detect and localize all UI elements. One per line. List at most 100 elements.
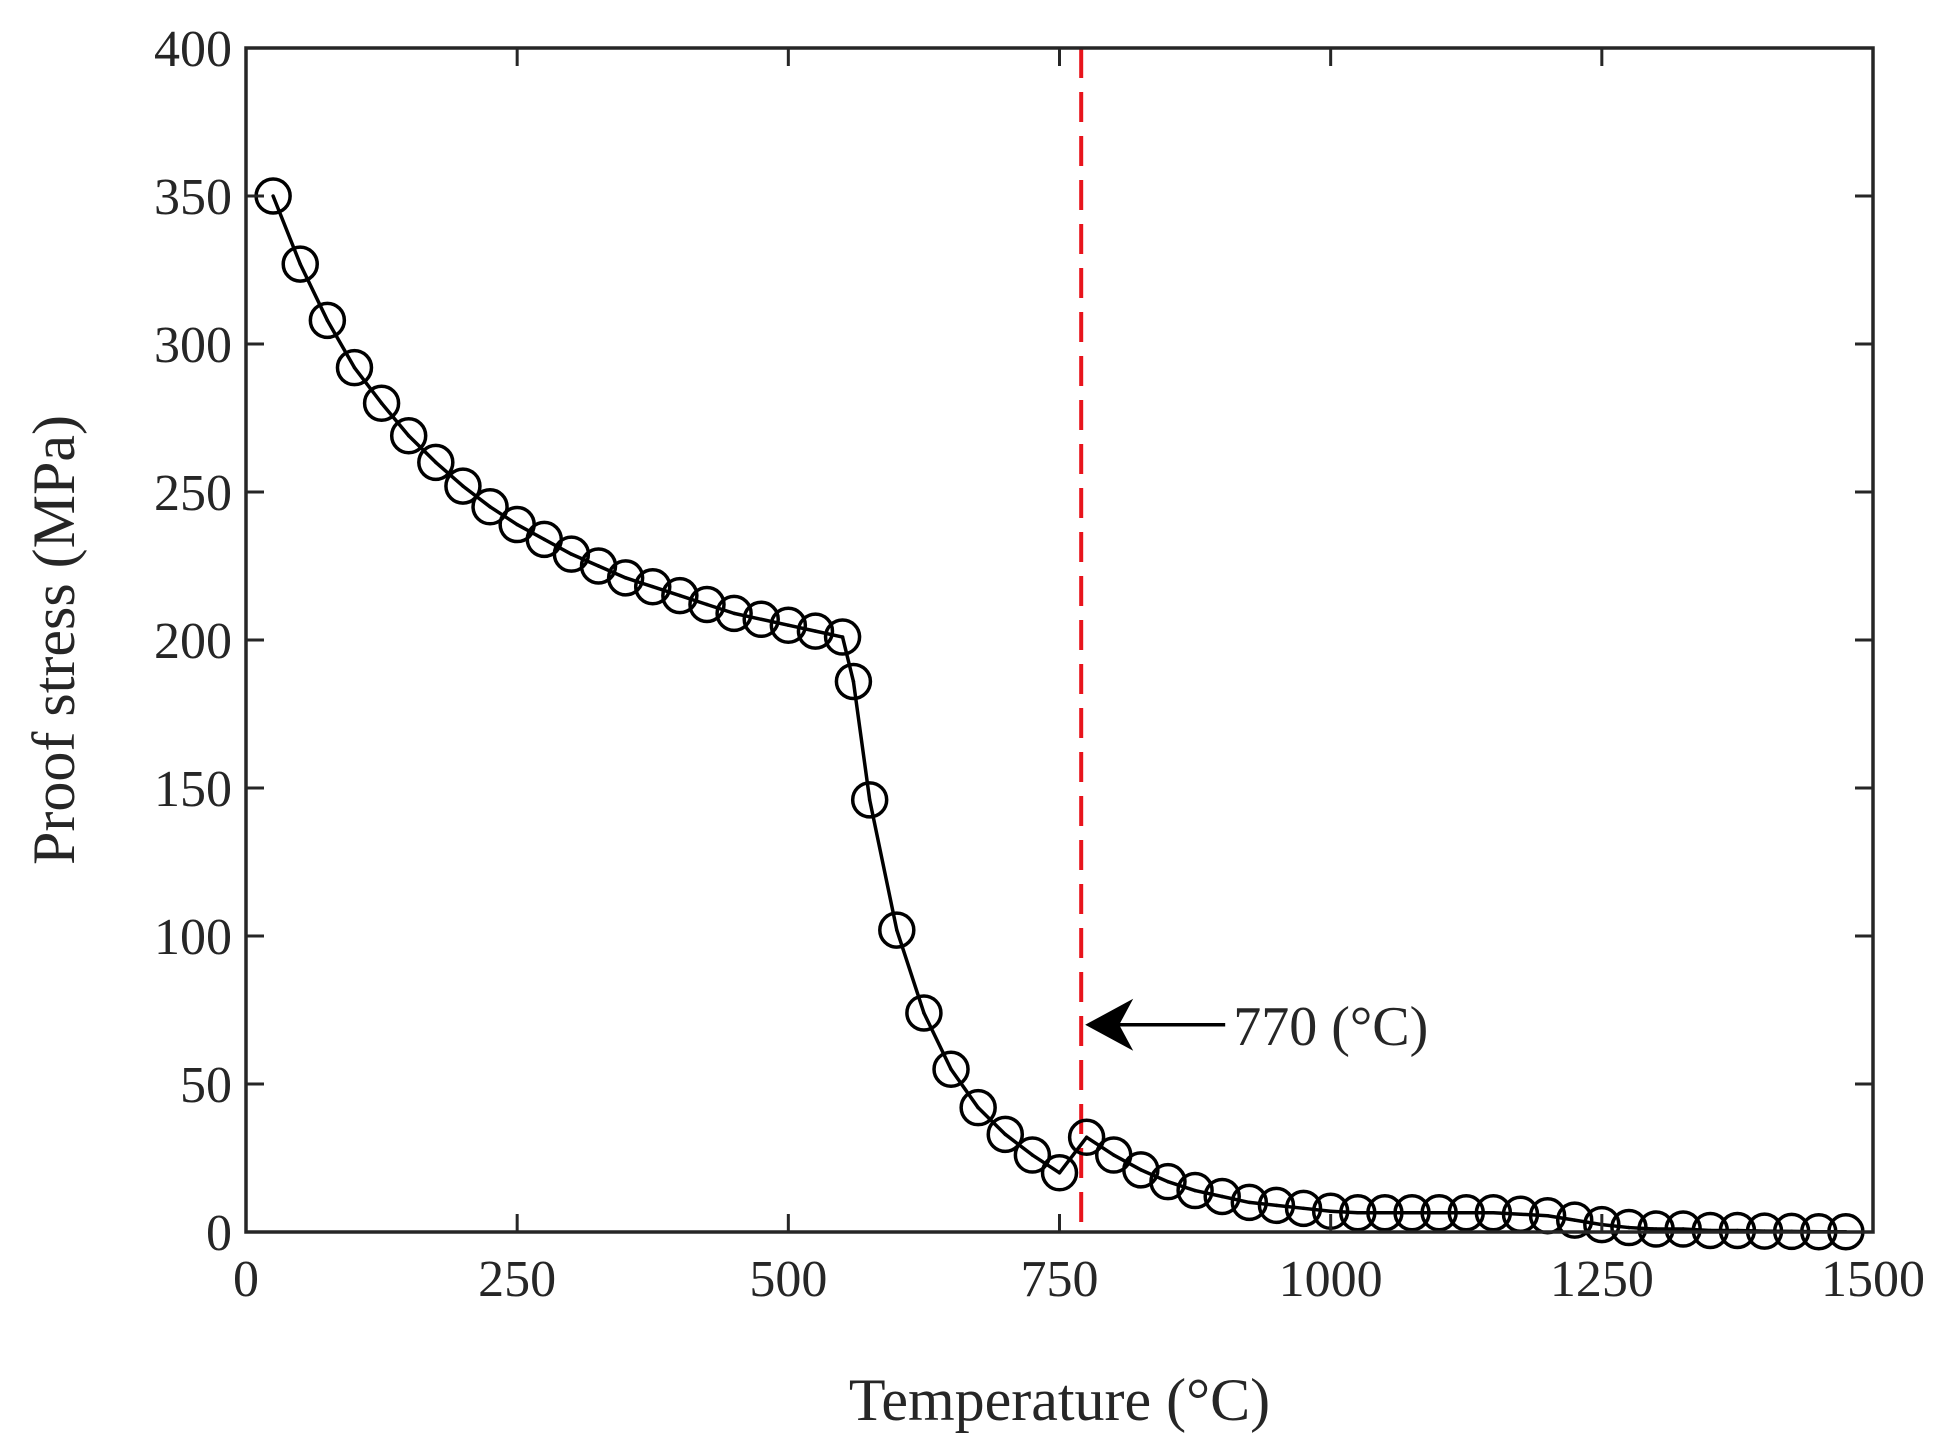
data-point-marker (1637, 1210, 1675, 1248)
series-line-segment (1518, 1212, 1550, 1218)
data-point-marker (959, 1088, 997, 1127)
series-line-segment (1193, 1188, 1224, 1199)
data-point-marker (796, 612, 835, 650)
data-point-marker (905, 994, 943, 1032)
series-line-segment (813, 629, 845, 639)
series-line-segment (1057, 1135, 1089, 1175)
series-line-segment (1572, 1218, 1604, 1227)
data-point-marker (742, 600, 780, 639)
y-tick-label: 300 (154, 317, 232, 374)
x-tick-label: 750 (1021, 1251, 1099, 1308)
data-point-marker (1339, 1194, 1377, 1232)
y-tick-label: 0 (206, 1205, 232, 1262)
series-line-segment (895, 928, 926, 1015)
data-point-marker (1230, 1183, 1269, 1222)
data-point-marker (1474, 1194, 1513, 1232)
y-tick-label: 350 (154, 169, 232, 226)
series-line-segment (1545, 1213, 1577, 1222)
series-line-segment (1247, 1200, 1279, 1208)
data-point-marker (1176, 1171, 1214, 1210)
data-point-marker (1664, 1210, 1702, 1248)
series-line-segment (298, 262, 330, 323)
x-axis-label: Temperature (°C) (849, 1367, 1270, 1433)
y-tick-label: 400 (154, 21, 232, 78)
data-point-marker (1284, 1189, 1323, 1228)
series-line-segment (1328, 1209, 1360, 1215)
series-line-segment (976, 1105, 1008, 1137)
series-line-segment (922, 1011, 953, 1071)
series-line-segment (1600, 1222, 1631, 1230)
data-point-marker (1203, 1177, 1241, 1216)
data-point-marker (1366, 1194, 1404, 1232)
data-point-marker (661, 576, 699, 615)
y-tick-label: 100 (154, 909, 232, 966)
data-point-marker (878, 911, 916, 949)
series-line-segment (651, 584, 682, 598)
x-tick-label: 1250 (1550, 1251, 1654, 1308)
data-point-marker (688, 585, 726, 624)
series-line-segment (1166, 1179, 1197, 1193)
series-line-segment (867, 798, 899, 932)
data-point-marker (834, 662, 873, 701)
series-line-segment (840, 635, 856, 684)
plot-area (246, 48, 1873, 1232)
series-line-segment (1491, 1211, 1523, 1216)
data-point-marker (1149, 1162, 1187, 1201)
data-point-marker (634, 567, 672, 606)
data-point-marker (606, 559, 645, 597)
data-point-marker (471, 488, 509, 526)
plot-background (246, 48, 1873, 1232)
x-tick-label: 1000 (1279, 1251, 1383, 1308)
series-line-segment (1301, 1206, 1333, 1214)
x-tick-label: 1500 (1821, 1251, 1925, 1308)
data-point-marker (1583, 1205, 1621, 1244)
series-line-segment (1220, 1194, 1252, 1205)
data-point-marker (1257, 1186, 1296, 1225)
series-line-segment (271, 194, 302, 266)
series-line-segment (596, 564, 628, 580)
data-point-marker (308, 301, 347, 340)
series-line-segment (786, 623, 818, 633)
series-line-segment (949, 1067, 980, 1110)
data-point-marker (1420, 1194, 1458, 1232)
data-point-marker (444, 467, 482, 505)
x-tick-label: 0 (233, 1251, 259, 1308)
data-point-marker (1013, 1136, 1052, 1174)
y-tick-label: 150 (154, 761, 232, 818)
series-line-segment (406, 434, 438, 465)
y-tick-label: 250 (154, 465, 232, 522)
series-line-segment (379, 401, 411, 438)
series-line-segment (623, 576, 655, 589)
x-tick-label: 250 (478, 1251, 556, 1308)
data-point-marker (986, 1115, 1025, 1154)
series-line-segment (352, 365, 384, 405)
series-line-segment (1139, 1168, 1170, 1184)
series-line-segment (1627, 1225, 1658, 1231)
series-line-segment (678, 593, 709, 607)
series-line-segment (759, 617, 791, 627)
annotation-group: 770 (°C) (1085, 996, 1428, 1058)
annotation-label: 770 (°C) (1233, 996, 1428, 1058)
data-point-marker (850, 781, 889, 819)
y-axis-label: Proof stress (MPa) (21, 415, 87, 865)
x-tick-label: 500 (749, 1251, 827, 1308)
data-point-marker (1610, 1208, 1648, 1247)
series-line-segment (1274, 1203, 1306, 1211)
data-point-marker (1067, 1118, 1106, 1157)
data-point-marker (389, 417, 428, 455)
data-point-marker (823, 618, 862, 656)
data-point-marker (335, 348, 374, 387)
data-point-marker (715, 594, 753, 633)
data-point-marker (1555, 1201, 1594, 1239)
series-line-segment (569, 552, 601, 568)
y-tick-label: 50 (180, 1057, 232, 1114)
data-point-marker (417, 443, 455, 482)
y-tick-label: 200 (154, 613, 232, 670)
series-line-segment (705, 602, 736, 616)
data-point-marker (1040, 1154, 1079, 1192)
data-point-marker (932, 1050, 970, 1088)
data-point-marker (1447, 1194, 1485, 1232)
series-line-segment (325, 318, 357, 370)
data-point-marker (362, 384, 401, 422)
